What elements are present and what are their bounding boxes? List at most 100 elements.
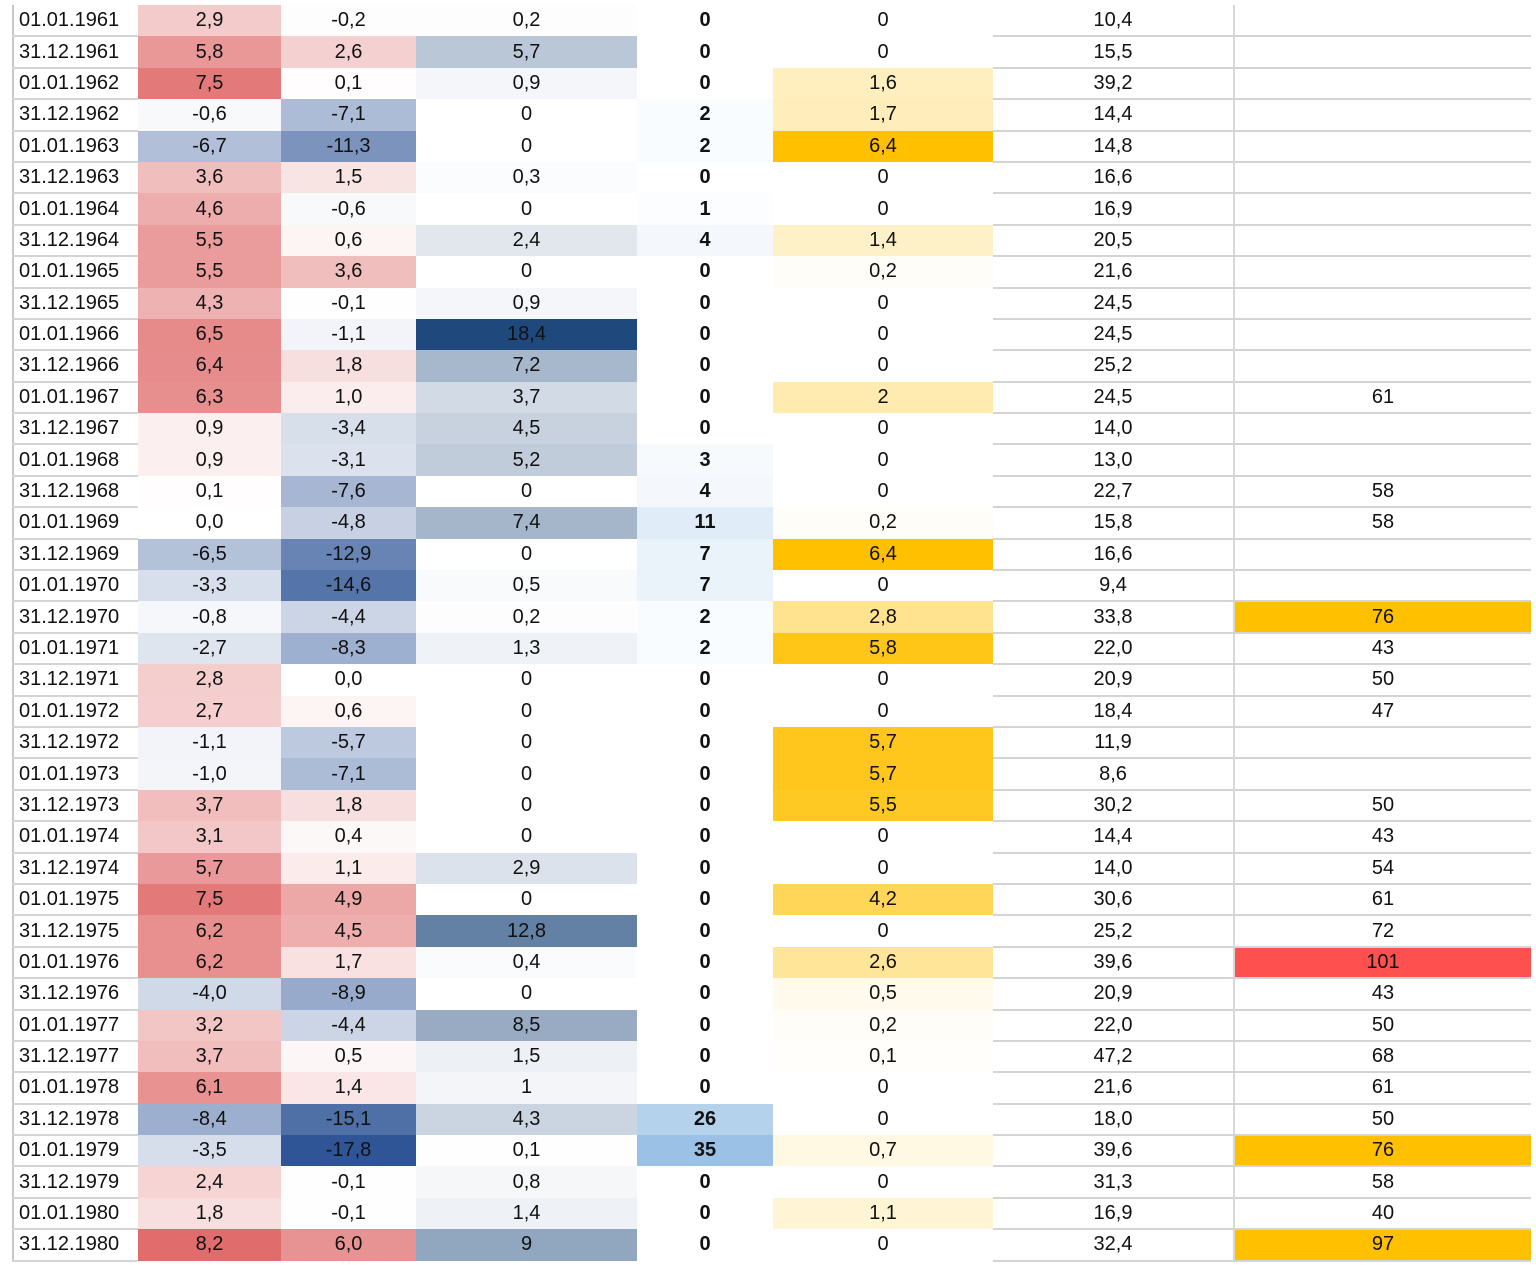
precip-cell[interactable]: 0,9 <box>416 67 637 100</box>
temp-cell[interactable]: 3,7 <box>138 789 281 822</box>
amber-cell[interactable]: 0,2 <box>773 507 993 539</box>
precip-cell[interactable]: 0,3 <box>416 161 637 194</box>
date-cell[interactable]: 31.12.1963 <box>12 161 138 195</box>
index-cell[interactable]: 97 <box>1234 1229 1531 1262</box>
precip-cell[interactable]: 8,5 <box>416 1009 637 1041</box>
value-cell[interactable]: 16,6 <box>993 161 1235 195</box>
precip-cell[interactable]: 0 <box>416 99 637 131</box>
date-cell[interactable]: 01.01.1971 <box>12 632 138 666</box>
index-cell[interactable]: 58 <box>1234 507 1531 540</box>
min-temp-cell[interactable]: -7,1 <box>281 758 416 790</box>
temp-cell[interactable]: -0,6 <box>138 99 281 131</box>
index-cell[interactable]: 50 <box>1234 664 1531 697</box>
date-cell[interactable]: 31.12.1975 <box>12 915 138 948</box>
precip-cell[interactable]: 1,3 <box>416 632 637 665</box>
amber-cell[interactable]: 1,1 <box>773 1197 993 1230</box>
date-cell[interactable]: 31.12.1964 <box>12 224 138 258</box>
count-cell[interactable]: 0 <box>637 915 773 947</box>
min-temp-cell[interactable]: 0,5 <box>281 1040 416 1073</box>
temp-cell[interactable]: 3,1 <box>138 821 281 853</box>
amber-cell[interactable]: 0,2 <box>773 256 993 288</box>
index-cell[interactable]: 47 <box>1234 695 1531 728</box>
value-cell[interactable]: 25,2 <box>993 915 1235 948</box>
value-cell[interactable]: 14,0 <box>993 413 1235 446</box>
amber-cell[interactable]: 0 <box>773 318 993 351</box>
precip-cell[interactable]: 9 <box>416 1229 637 1261</box>
amber-cell[interactable]: 0 <box>773 350 993 382</box>
date-cell[interactable]: 31.12.1970 <box>12 601 138 634</box>
count-cell[interactable]: 0 <box>637 381 773 414</box>
temp-cell[interactable]: -6,5 <box>138 538 281 571</box>
value-cell[interactable]: 13,0 <box>993 444 1235 477</box>
temp-cell[interactable]: 7,5 <box>138 67 281 100</box>
date-cell[interactable]: 01.01.1970 <box>12 570 138 603</box>
amber-cell[interactable]: 0 <box>773 287 993 319</box>
amber-cell[interactable]: 6,4 <box>773 130 993 162</box>
min-temp-cell[interactable]: 1,8 <box>281 789 416 822</box>
amber-cell[interactable]: 0 <box>773 475 993 508</box>
precip-cell[interactable]: 0,2 <box>416 601 637 633</box>
value-cell[interactable]: 16,9 <box>993 193 1235 226</box>
amber-cell[interactable]: 0 <box>773 1103 993 1136</box>
min-temp-cell[interactable]: 0,4 <box>281 821 416 853</box>
precip-cell[interactable]: 12,8 <box>416 915 637 947</box>
min-temp-cell[interactable]: -3,4 <box>281 413 416 445</box>
date-cell[interactable]: 01.01.1980 <box>12 1197 138 1231</box>
index-cell[interactable] <box>1234 5 1531 38</box>
value-cell[interactable]: 16,9 <box>993 1197 1235 1231</box>
min-temp-cell[interactable]: 0,6 <box>281 224 416 257</box>
date-cell[interactable]: 31.12.1971 <box>12 664 138 697</box>
index-cell[interactable] <box>1234 287 1531 320</box>
amber-cell[interactable]: 0 <box>773 1166 993 1198</box>
index-cell[interactable] <box>1234 444 1531 477</box>
min-temp-cell[interactable]: -1,1 <box>281 318 416 351</box>
index-cell[interactable]: 54 <box>1234 852 1531 885</box>
temp-cell[interactable]: 6,5 <box>138 318 281 351</box>
date-cell[interactable]: 31.12.1980 <box>12 1229 138 1262</box>
value-cell[interactable]: 20,9 <box>993 978 1235 1011</box>
amber-cell[interactable]: 2 <box>773 381 993 414</box>
temp-cell[interactable]: 1,8 <box>138 1197 281 1230</box>
precip-cell[interactable]: 0,1 <box>416 1135 637 1167</box>
temp-cell[interactable]: -3,3 <box>138 570 281 602</box>
precip-cell[interactable]: 0,8 <box>416 1166 637 1198</box>
precip-cell[interactable]: 1 <box>416 1072 637 1104</box>
value-cell[interactable]: 8,6 <box>993 758 1235 791</box>
index-cell[interactable] <box>1234 318 1531 352</box>
index-cell[interactable] <box>1234 570 1531 603</box>
value-cell[interactable]: 30,6 <box>993 883 1235 917</box>
amber-cell[interactable]: 2,6 <box>773 946 993 979</box>
temp-cell[interactable]: -1,0 <box>138 758 281 790</box>
count-cell[interactable]: 0 <box>637 1040 773 1073</box>
value-cell[interactable]: 39,6 <box>993 1135 1235 1168</box>
count-cell[interactable]: 0 <box>637 695 773 727</box>
value-cell[interactable]: 14,0 <box>993 852 1235 885</box>
temp-cell[interactable]: 5,5 <box>138 224 281 257</box>
temp-cell[interactable]: -8,4 <box>138 1103 281 1136</box>
min-temp-cell[interactable]: 0,1 <box>281 67 416 100</box>
amber-cell[interactable]: 4,2 <box>773 883 993 916</box>
index-cell[interactable] <box>1234 758 1531 791</box>
precip-cell[interactable]: 5,7 <box>416 36 637 68</box>
value-cell[interactable]: 21,6 <box>993 1072 1235 1105</box>
amber-cell[interactable]: 1,4 <box>773 224 993 257</box>
min-temp-cell[interactable]: -5,7 <box>281 726 416 759</box>
precip-cell[interactable]: 0,5 <box>416 570 637 602</box>
count-cell[interactable]: 0 <box>637 821 773 853</box>
count-cell[interactable]: 0 <box>637 350 773 382</box>
date-cell[interactable]: 01.01.1966 <box>12 318 138 352</box>
value-cell[interactable]: 21,6 <box>993 256 1235 289</box>
temp-cell[interactable]: -2,7 <box>138 632 281 665</box>
amber-cell[interactable]: 6,4 <box>773 538 993 571</box>
min-temp-cell[interactable]: -0,6 <box>281 193 416 225</box>
precip-cell[interactable]: 2,9 <box>416 852 637 884</box>
min-temp-cell[interactable]: -4,4 <box>281 601 416 633</box>
date-cell[interactable]: 01.01.1968 <box>12 444 138 477</box>
min-temp-cell[interactable]: -0,2 <box>281 5 416 37</box>
temp-cell[interactable]: 6,1 <box>138 1072 281 1104</box>
value-cell[interactable]: 31,3 <box>993 1166 1235 1199</box>
count-cell[interactable]: 3 <box>637 444 773 476</box>
index-cell[interactable]: 50 <box>1234 1103 1531 1137</box>
amber-cell[interactable]: 0 <box>773 5 993 37</box>
amber-cell[interactable]: 2,8 <box>773 601 993 633</box>
